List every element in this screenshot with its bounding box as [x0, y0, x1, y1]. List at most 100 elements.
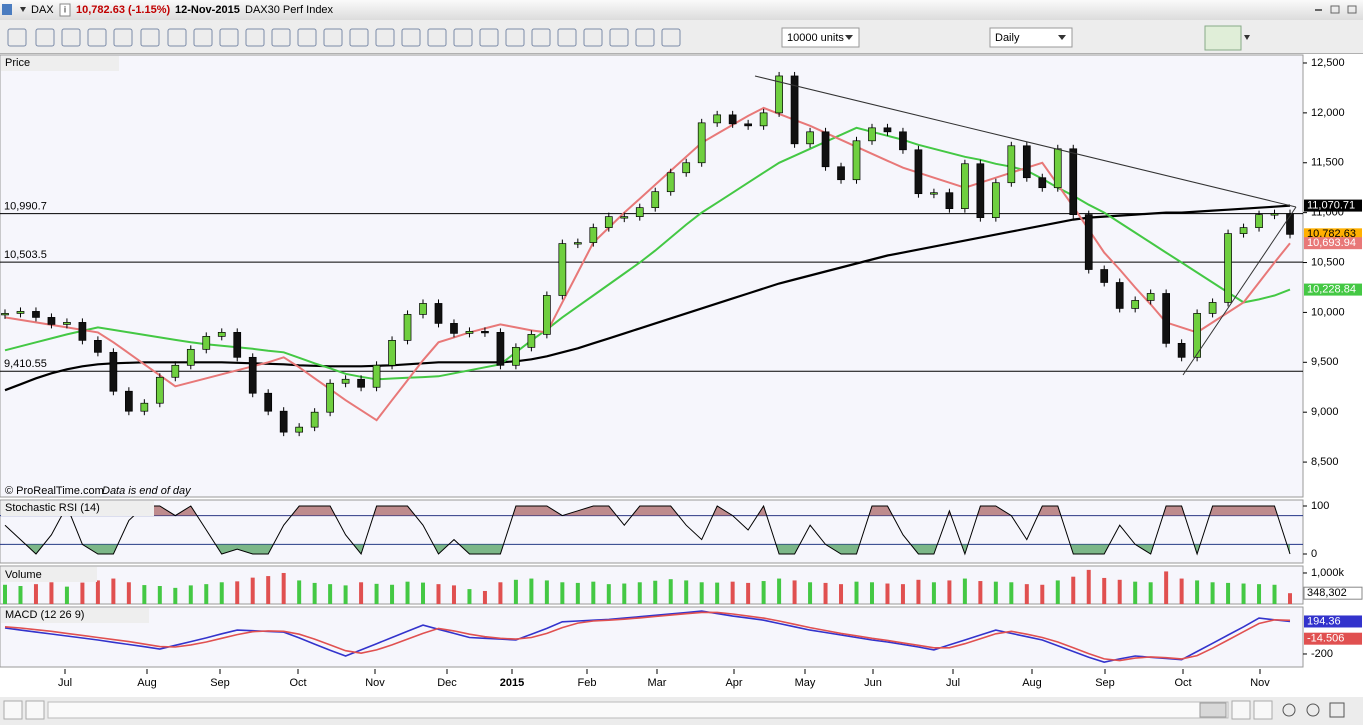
tool-button[interactable]: [219, 28, 239, 47]
candle: [558, 243, 567, 296]
value-tag-label: -14.506: [1307, 633, 1344, 645]
candle: [1084, 214, 1093, 270]
candle: [202, 336, 211, 350]
candle: [1069, 148, 1078, 215]
volume-bar: [312, 582, 317, 604]
candle: [1100, 269, 1109, 283]
volume-bar: [297, 580, 302, 604]
volume-bar: [622, 583, 627, 604]
x-tick-label: Oct: [1174, 677, 1191, 689]
y-tick-label: 10,500: [1311, 256, 1345, 268]
x-tick-label: Oct: [289, 677, 306, 689]
candle: [1131, 300, 1140, 309]
maximize[interactable]: [1330, 5, 1340, 14]
volume-bar: [1071, 576, 1076, 604]
date: 12-Nov-2015: [175, 4, 240, 16]
units-arrow[interactable]: [845, 35, 853, 40]
tool-button[interactable]: [427, 28, 447, 47]
volume-bar: [513, 579, 518, 604]
tool-button[interactable]: [557, 28, 577, 47]
volume-bar: [978, 581, 983, 604]
volume-bar: [390, 584, 395, 604]
volume-bar: [421, 582, 426, 604]
candle: [233, 332, 242, 358]
tool-button[interactable]: [245, 28, 265, 47]
candle: [16, 311, 25, 314]
candle: [527, 334, 536, 348]
value-tag-label: 11,070.71: [1307, 199, 1355, 211]
scroll-start[interactable]: [3, 700, 23, 720]
scroll-track[interactable]: [47, 701, 1229, 719]
tool-button[interactable]: [140, 28, 160, 47]
tool-button[interactable]: [271, 28, 291, 47]
tool-button[interactable]: [349, 28, 369, 47]
volume-bar: [746, 582, 751, 604]
volume-bar: [993, 581, 998, 604]
candle: [63, 322, 71, 325]
tool-button[interactable]: [609, 28, 629, 47]
minimize[interactable]: [1315, 9, 1322, 11]
horizontal-line-label: 9,410.55: [4, 358, 47, 370]
tool-button[interactable]: [401, 28, 421, 47]
dropdown-arrow[interactable]: [20, 7, 26, 12]
window-buttons: [1315, 5, 1357, 14]
volume-bar: [1179, 578, 1184, 604]
tool-button[interactable]: [297, 28, 317, 47]
tool-button[interactable]: [193, 28, 213, 47]
value-tag-label: 348,302: [1307, 587, 1347, 599]
scroll-right[interactable]: [1231, 700, 1251, 720]
trend-line[interactable]: [1182, 206, 1297, 376]
volume-bar: [359, 582, 364, 604]
candle: [1239, 227, 1248, 234]
tool-button[interactable]: [323, 28, 343, 47]
period-arrow[interactable]: [1058, 35, 1066, 40]
tool-button[interactable]: [583, 28, 603, 47]
x-tick-label: Jul: [946, 677, 960, 689]
volume-bar: [281, 572, 286, 604]
tool-button[interactable]: [479, 28, 499, 47]
volume-bar: [792, 580, 797, 604]
volume-bar: [575, 582, 580, 604]
tool-button[interactable]: [635, 28, 655, 47]
scroll-thumb[interactable]: [1199, 702, 1227, 718]
trend-line[interactable]: [754, 75, 1297, 208]
indicator-button[interactable]: [1204, 25, 1242, 51]
volume-bar: [188, 585, 193, 604]
tool-button[interactable]: [35, 28, 55, 47]
zoom-in[interactable]: [1306, 703, 1320, 717]
candle: [1115, 282, 1124, 309]
candle: [1162, 293, 1170, 344]
zoom-fit[interactable]: [1329, 702, 1345, 718]
tool-button[interactable]: [505, 28, 525, 47]
tool-button[interactable]: [167, 28, 187, 47]
x-tick-label: Jul: [58, 677, 72, 689]
volume-bar: [1148, 582, 1153, 604]
copyright: © ProRealTime.com: [5, 485, 104, 497]
tool-button[interactable]: [87, 28, 107, 47]
volume-bar: [916, 579, 921, 604]
restore[interactable]: [1347, 5, 1357, 14]
tool-button[interactable]: [453, 28, 473, 47]
volume-bar: [1117, 579, 1122, 604]
info-icon[interactable]: [59, 3, 71, 17]
scroll-end[interactable]: [1253, 700, 1273, 720]
tool-button[interactable]: [531, 28, 551, 47]
indicator-arrow[interactable]: [1244, 35, 1250, 40]
candle: [1193, 313, 1201, 358]
volume-bar: [250, 577, 255, 604]
tool-button[interactable]: [61, 28, 81, 47]
tool-button[interactable]: [113, 28, 133, 47]
units-select[interactable]: [781, 27, 860, 48]
period-select[interactable]: [989, 27, 1073, 48]
tool-button[interactable]: [7, 28, 27, 47]
zoom-out[interactable]: [1282, 703, 1296, 717]
candle: [945, 192, 954, 210]
volume-bar: [1164, 571, 1169, 604]
candle: [837, 166, 845, 181]
tool-button[interactable]: [375, 28, 395, 47]
volume-bar: [885, 583, 890, 604]
tool-button[interactable]: [661, 28, 681, 47]
volume-bar: [606, 584, 611, 604]
scroll-left[interactable]: [25, 700, 45, 720]
